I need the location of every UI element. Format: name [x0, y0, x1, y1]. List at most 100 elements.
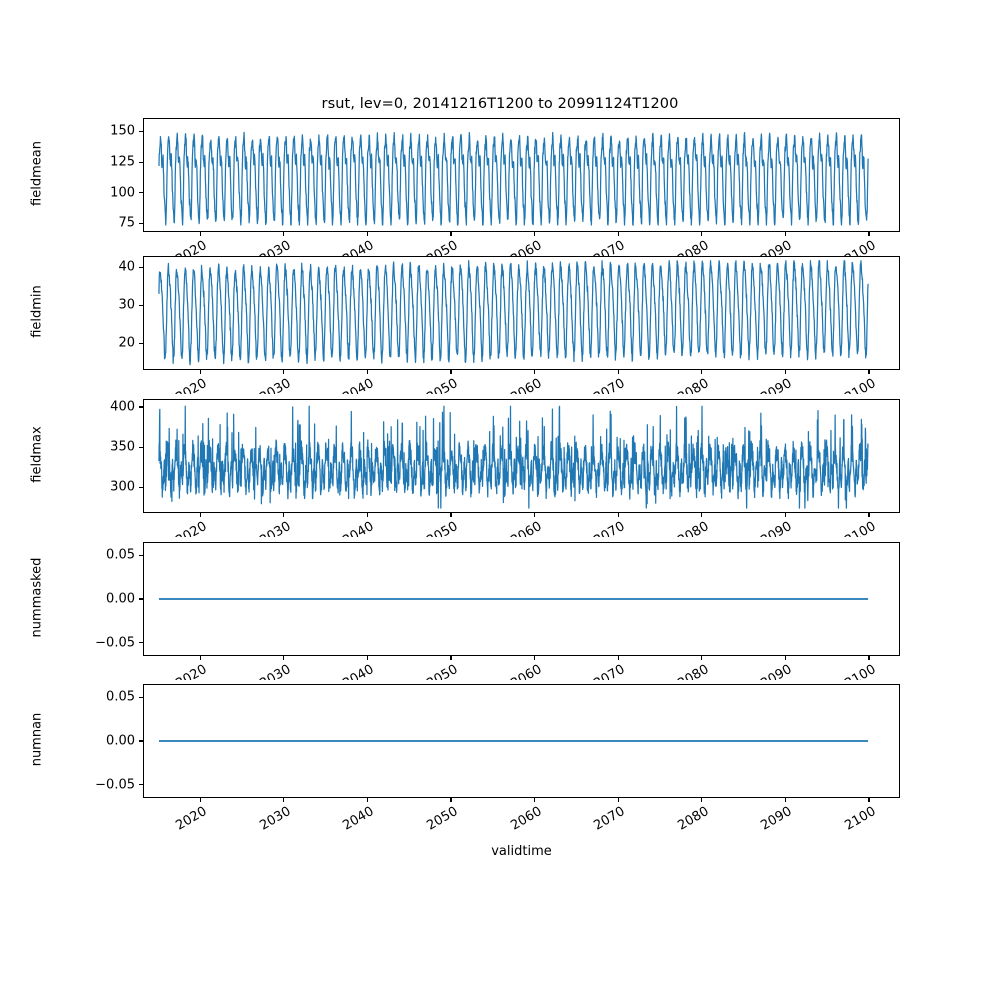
x-tick-label-fieldmean-4: 2060: [507, 238, 545, 256]
x-tick-mark-fieldmax-2: [366, 513, 368, 517]
plot-area-fieldmin: [144, 257, 899, 369]
x-tick-mark-fieldmax-5: [617, 513, 619, 517]
x-tick-label-fieldmin-0: 2020: [173, 376, 210, 394]
y-tick-label-fieldmean-2: 125: [110, 154, 135, 170]
x-tick-mark-fieldmean-1: [283, 232, 285, 236]
x-tick-mark-numnan-3: [450, 798, 452, 802]
y-tick-mark-numnan-1: [139, 740, 143, 742]
x-tick-mark-fieldmean-2: [366, 232, 368, 236]
x-tick-mark-fieldmax-3: [450, 513, 452, 517]
x-tick-label-fieldmin-8: 2100: [842, 376, 879, 394]
x-tick-label-row-numnan: 2020 2030 2040 2050 2060 2070 2080 2090 2100: [0, 802, 1000, 862]
y-axis-label-fieldmean: fieldmean: [29, 141, 45, 206]
y-tick-label-fieldmin-2: 40: [118, 259, 135, 275]
y-tick-mark-nummasked-2: [139, 554, 143, 556]
x-tick-mark-fieldmean-8: [868, 232, 870, 236]
x-tick-label-numnan-5: 2070: [591, 804, 628, 834]
y-tick-mark-numnan-2: [139, 696, 143, 698]
y-tick-label-fieldmean-3: 150: [110, 123, 135, 139]
x-tick-mark-fieldmin-3: [450, 370, 452, 374]
x-tick-label-fieldmax-3: 2050: [424, 519, 461, 537]
y-tick-mark-fieldmin-2: [139, 266, 143, 268]
x-tick-label-fieldmax-8: 2100: [842, 519, 879, 537]
y-tick-label-fieldmax-1: 350: [110, 439, 135, 455]
x-tick-mark-numnan-4: [534, 798, 536, 802]
plot-area-nummasked: [144, 543, 899, 655]
x-tick-label-fieldmax-5: 2070: [591, 519, 628, 537]
x-tick-mark-fieldmean-0: [199, 232, 201, 236]
y-axis-label-fieldmin: fieldmin: [29, 285, 45, 338]
plot-area-numnan: [144, 685, 899, 797]
x-tick-label-fieldmax-1: 2030: [257, 519, 294, 537]
x-tick-label-numnan-4: 2060: [507, 804, 545, 834]
x-tick-label-numnan-1: 2030: [257, 804, 294, 834]
y-tick-mark-fieldmean-3: [139, 130, 143, 133]
y-tick-label-numnan-0: −0.05: [95, 777, 135, 793]
x-tick-label-nummasked-3: 2050: [424, 662, 461, 680]
x-tick-label-fieldmean-6: 2080: [675, 238, 712, 256]
y-tick-mark-fieldmax-0: [139, 486, 143, 488]
x-tick-label-fieldmean-1: 2030: [257, 238, 294, 256]
y-axis-label-fieldmax: fieldmax: [29, 426, 45, 483]
series-line-nummasked: [144, 543, 899, 655]
x-tick-mark-numnan-8: [868, 798, 870, 802]
y-tick-label-nummasked-2: 0.05: [106, 547, 135, 563]
x-tick-label-fieldmin-1: 2030: [257, 376, 294, 394]
x-tick-label-fieldmin-7: 2090: [758, 376, 795, 394]
x-tick-label-fieldmean-3: 2050: [424, 238, 461, 256]
x-tick-label-fieldmax-6: 2080: [675, 519, 712, 537]
x-tick-label-nummasked-0: 2020: [173, 662, 210, 680]
x-tick-label-fieldmax-2: 2040: [340, 519, 377, 537]
x-tick-mark-nummasked-5: [617, 656, 619, 660]
x-tick-label-numnan-2: 2040: [340, 804, 377, 834]
y-tick-mark-fieldmean-2: [139, 161, 143, 163]
y-tick-mark-fieldmax-2: [139, 406, 143, 408]
y-tick-label-fieldmin-0: 20: [118, 335, 135, 351]
x-tick-label-numnan-7: 2090: [758, 804, 795, 834]
x-tick-mark-numnan-5: [617, 798, 619, 802]
x-tick-mark-fieldmax-1: [283, 513, 285, 517]
x-tick-mark-fieldmean-5: [617, 232, 619, 236]
x-tick-label-row-nummasked: 2020 2030 2040 2050 2060 2070 2080 2090 2100: [0, 660, 1000, 680]
series-line-fieldmin: [144, 257, 899, 369]
x-tick-label-fieldmean-5: 2070: [591, 238, 628, 256]
y-tick-label-fieldmin-1: 30: [118, 297, 135, 313]
x-tick-label-numnan-6: 2080: [675, 804, 712, 834]
x-tick-mark-fieldmin-2: [366, 370, 368, 374]
panel-nummasked: [143, 542, 900, 656]
x-tick-label-nummasked-5: 2070: [591, 662, 628, 680]
x-tick-mark-nummasked-8: [868, 656, 870, 660]
chart-title: rsut, lev=0, 20141216T1200 to 20991124T1…: [321, 96, 679, 112]
y-tick-label-nummasked-1: 0.00: [106, 591, 135, 607]
y-tick-mark-fieldmin-1: [139, 304, 143, 306]
x-tick-label-nummasked-6: 2080: [675, 662, 712, 680]
x-tick-label-nummasked-7: 2090: [758, 662, 795, 680]
y-tick-mark-nummasked-1: [139, 598, 143, 600]
x-tick-mark-fieldmin-4: [534, 370, 536, 374]
x-axis-label: validtime: [491, 844, 552, 859]
x-tick-mark-nummasked-1: [283, 656, 285, 660]
x-tick-mark-fieldmean-7: [784, 232, 786, 236]
x-tick-label-fieldmin-3: 2050: [424, 376, 461, 394]
x-tick-label-fieldmin-4: 2060: [507, 376, 545, 394]
panel-numnan: [143, 684, 900, 798]
x-tick-label-fieldmean-8: 2100: [842, 238, 879, 256]
x-tick-label-fieldmax-0: 2020: [173, 519, 210, 537]
series-line-fieldmean: [144, 119, 899, 231]
x-tick-mark-fieldmin-7: [784, 370, 786, 374]
series-line-numnan: [144, 685, 899, 797]
panel-fieldmax: [143, 399, 900, 513]
x-tick-mark-fieldmax-6: [701, 513, 703, 517]
x-tick-mark-fieldmean-4: [534, 232, 536, 236]
x-tick-mark-fieldmin-5: [617, 370, 619, 374]
x-tick-mark-nummasked-4: [534, 656, 536, 660]
x-tick-mark-numnan-6: [701, 798, 703, 802]
y-tick-mark-fieldmin-0: [139, 342, 143, 344]
x-tick-mark-fieldmin-6: [701, 370, 703, 374]
series-line-fieldmax: [144, 400, 899, 512]
x-tick-label-fieldmean-0: 2020: [173, 238, 210, 256]
x-tick-label-nummasked-8: 2100: [842, 662, 879, 680]
x-tick-label-nummasked-1: 2030: [257, 662, 294, 680]
x-tick-mark-fieldmax-8: [868, 513, 870, 517]
